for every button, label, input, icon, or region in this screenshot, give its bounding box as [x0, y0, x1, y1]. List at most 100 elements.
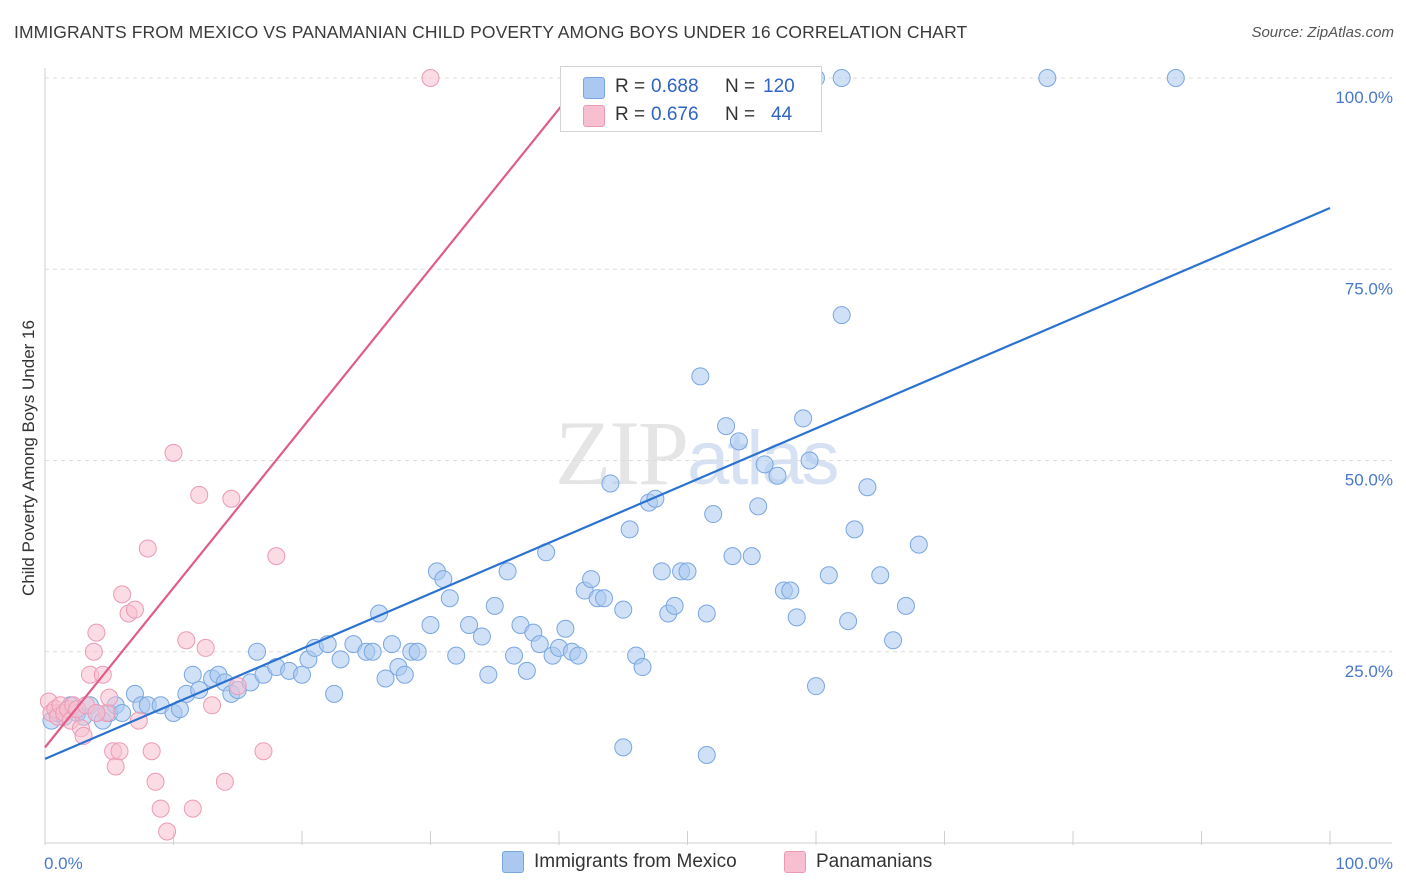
chart-title: IMMIGRANTS FROM MEXICO VS PANAMANIAN CHI…	[14, 22, 968, 42]
mexico-point	[742, 547, 761, 566]
mexico-point	[183, 665, 202, 684]
mexico-point	[530, 635, 549, 654]
legend-r-value: 0.688	[651, 76, 699, 97]
panamanian-point	[183, 799, 202, 818]
legend-n-value: 120	[763, 76, 795, 97]
mexico-point	[331, 650, 350, 669]
mexico-point	[248, 642, 267, 661]
mexico-point	[472, 627, 491, 646]
legend-item-mexico[interactable]: Immigrants from Mexico	[502, 851, 737, 873]
trend-lines	[44, 100, 1331, 760]
mexico-point	[800, 451, 819, 470]
panamanian-point	[138, 539, 157, 558]
panamanian-point	[222, 489, 241, 508]
watermark-zip: ZIP	[555, 402, 689, 504]
mexico-point	[1038, 69, 1057, 87]
mexico-point	[633, 658, 652, 677]
legend-n-label: N =	[725, 76, 756, 97]
mexico-point	[871, 566, 890, 585]
x-tick-label-min: 0.0%	[44, 854, 83, 873]
mexico-point	[1166, 69, 1185, 87]
y-tick-label: 50.0%	[1345, 471, 1393, 490]
mexico-point	[652, 562, 671, 581]
mexico-point	[665, 596, 684, 615]
mexico-point	[678, 562, 697, 581]
trend-line-panamanian	[44, 100, 567, 749]
mexico-point	[729, 432, 748, 451]
mexico-point	[832, 69, 851, 87]
panamanian-point	[228, 677, 247, 696]
mexico-point	[569, 646, 588, 665]
y-tick-label: 75.0%	[1345, 279, 1393, 298]
legend-r-label: R =	[615, 104, 646, 125]
mexico-point	[749, 497, 768, 516]
panamanian-point	[113, 585, 132, 604]
mexico-point	[293, 665, 311, 684]
legend-label-mexico: Immigrants from Mexico	[534, 851, 737, 872]
panamanian-point	[106, 757, 125, 776]
mexico-point	[113, 703, 132, 722]
mexico-point	[479, 665, 498, 684]
mexico-point	[787, 608, 806, 627]
legend-swatch-blue	[583, 77, 605, 99]
legend-swatch-pink	[784, 851, 806, 873]
mexico-point	[614, 738, 633, 757]
mexico-point	[594, 589, 613, 608]
mexico-point	[376, 669, 395, 688]
panamanian-point	[87, 703, 106, 722]
mexico-point	[505, 646, 524, 665]
mexico-point	[839, 612, 858, 631]
mexico-point	[421, 615, 440, 634]
mexico-point	[858, 478, 877, 497]
mexico-point	[408, 642, 427, 661]
mexico-point	[382, 635, 401, 654]
stats-legend: R = 0.688 N = 120 R = 0.676 N = 44	[560, 66, 822, 132]
y-tick-labels: 25.0% 50.0% 75.0% 100.0%	[1335, 88, 1393, 681]
mexico-points	[42, 69, 1185, 765]
mexico-point	[485, 596, 504, 615]
mexico-point	[440, 589, 459, 608]
mexico-point	[691, 367, 710, 386]
panamanian-point	[164, 443, 183, 462]
panamanian-point	[196, 638, 215, 657]
y-axis-title: Child Poverty Among Boys Under 16	[19, 320, 38, 596]
mexico-point	[447, 646, 466, 665]
panamanian-point	[87, 623, 106, 642]
legend-item-panamanian[interactable]: Panamanians	[784, 851, 932, 873]
legend-label-panamanian: Panamanians	[816, 851, 933, 872]
mexico-point	[717, 417, 736, 436]
mexico-point	[781, 581, 800, 600]
mexico-point	[704, 505, 723, 524]
mexico-point	[582, 570, 601, 589]
panamanian-points	[39, 69, 440, 841]
legend-row-mexico: R = 0.688 N = 120	[561, 73, 821, 101]
panamanian-point	[84, 642, 103, 661]
mexico-point	[794, 409, 813, 428]
panamanian-point	[100, 688, 119, 707]
y-tick-label: 25.0%	[1345, 662, 1393, 681]
mexico-point	[614, 600, 633, 619]
panamanian-point	[146, 772, 165, 791]
mexico-point	[896, 596, 915, 615]
mexico-point	[755, 455, 774, 474]
panamanian-point	[190, 485, 209, 504]
mexico-point	[325, 684, 344, 703]
legend-r-label: R =	[615, 76, 646, 97]
mexico-point	[884, 631, 903, 650]
y-tick-label: 100.0%	[1335, 88, 1393, 107]
legend-n-value: 44	[771, 104, 793, 125]
panamanian-point	[421, 69, 440, 87]
panamanian-point	[158, 822, 177, 841]
legend-swatch-pink	[583, 105, 605, 127]
legend-row-panamanian: R = 0.676 N = 44	[561, 101, 821, 129]
panamanian-point	[110, 742, 129, 761]
grid-lines	[45, 77, 1392, 653]
panamanian-point	[254, 742, 273, 761]
mexico-point	[620, 520, 639, 539]
panamanian-point	[215, 772, 234, 791]
mexico-point	[723, 547, 742, 566]
legend-r-value: 0.676	[651, 104, 699, 125]
mexico-point	[395, 665, 414, 684]
mexico-point	[819, 566, 838, 585]
bottom-legend: Immigrants from Mexico Panamanians	[0, 851, 1406, 877]
